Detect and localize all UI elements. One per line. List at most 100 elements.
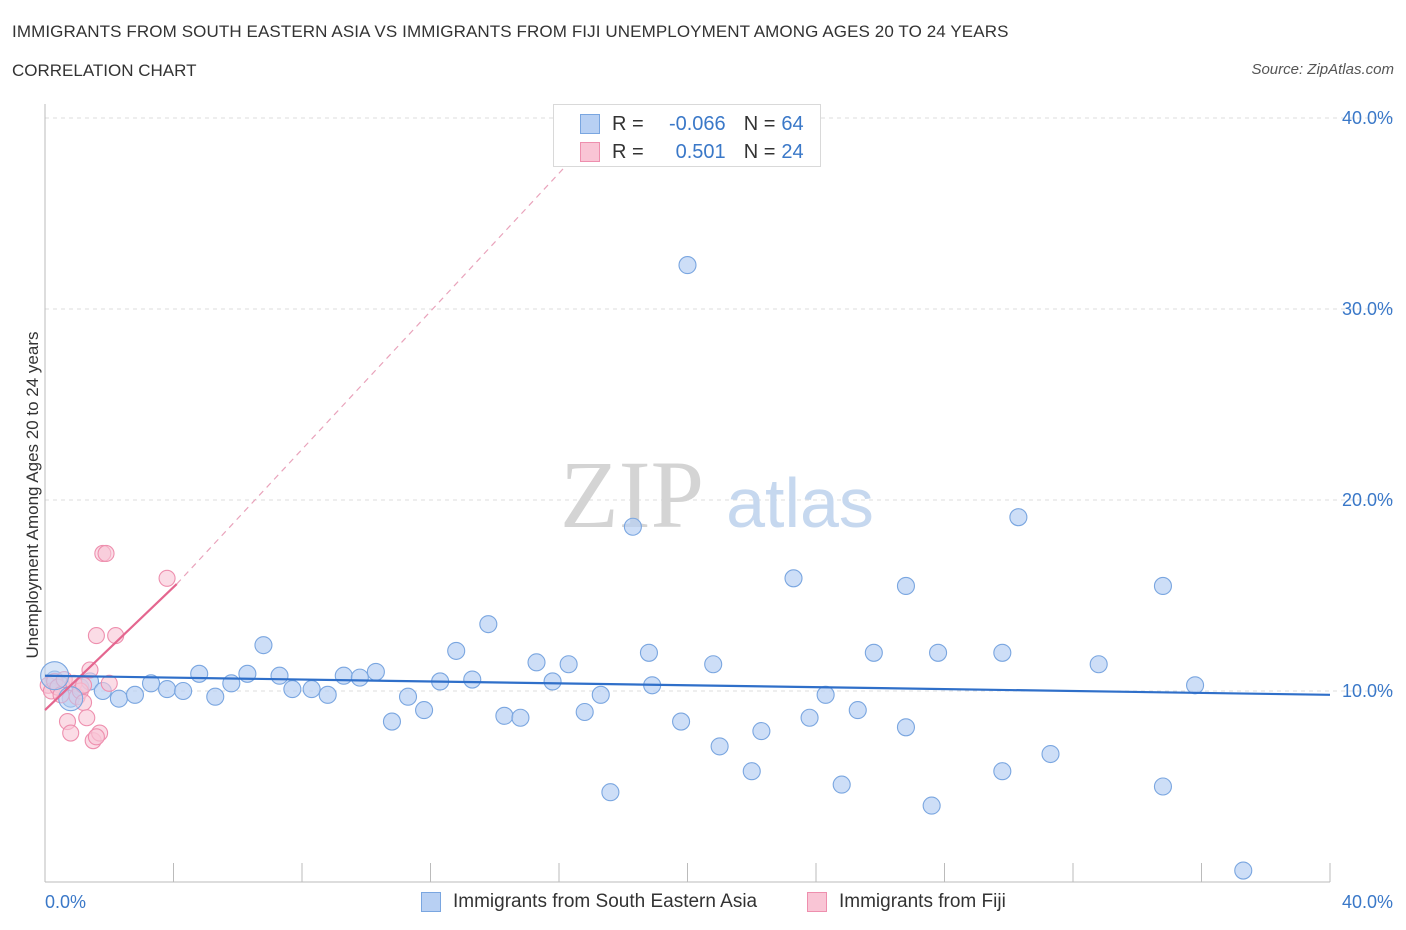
- blue-point: [302, 680, 321, 699]
- blue-point: [382, 712, 402, 731]
- blue-point: [993, 643, 1012, 662]
- pink-trend-extension: [176, 117, 611, 585]
- pink-point: [62, 724, 80, 742]
- legend-row-blue: R = -0.066 N = 64: [580, 111, 804, 137]
- x-tick-label: 0.0%: [45, 892, 86, 912]
- blue-point: [623, 517, 642, 536]
- blue-point: [601, 783, 620, 802]
- stats-legend: R = -0.066 N = 64 R = 0.501 N = 24: [553, 104, 821, 167]
- blue-point: [678, 256, 697, 275]
- watermark: ZIP atlas: [560, 441, 874, 548]
- legend-r-label: R =: [612, 140, 644, 163]
- blue-point: [109, 689, 128, 708]
- legend-n-label: N =: [743, 112, 776, 135]
- y-tick-label: 30.0%: [1342, 299, 1393, 319]
- legend-swatch-pink: [580, 142, 600, 162]
- pink-point: [87, 728, 105, 746]
- tick-labels: 10.0% 20.0% 30.0% 40.0% 0.0% 40.0%: [45, 108, 1393, 912]
- blue-point: [463, 670, 482, 689]
- blue-point: [704, 655, 723, 674]
- blue-trend-line: [44, 674, 1331, 696]
- blue-point: [495, 706, 514, 725]
- blue-point: [929, 643, 948, 662]
- blue-point: [1153, 777, 1172, 796]
- blue-point: [575, 702, 594, 722]
- blue-point: [527, 653, 546, 672]
- blue-point: [158, 680, 177, 699]
- bottom-legend-swatch-pink: [807, 892, 827, 912]
- pink-point: [81, 661, 99, 679]
- grid-lines: [45, 117, 1395, 692]
- pink-trend-line: [44, 583, 178, 711]
- blue-point: [800, 708, 819, 727]
- blue-point: [639, 643, 659, 662]
- blue-point: [254, 636, 273, 655]
- trend-lines: [176, 117, 611, 585]
- y-axis-title: Unemployment Among Ages 20 to 24 years: [23, 332, 42, 659]
- pink-point: [78, 709, 96, 727]
- y-tick-label: 40.0%: [1342, 108, 1393, 128]
- legend-swatch-blue: [580, 114, 600, 134]
- blue-point: [1009, 508, 1028, 527]
- blue-point: [993, 762, 1012, 781]
- blue-point: [318, 685, 337, 704]
- watermark-atlas: atlas: [726, 464, 874, 542]
- blue-point: [366, 662, 385, 681]
- legend-r-value: -0.066: [668, 112, 726, 135]
- series-points: [39, 256, 1331, 880]
- y-tick-label: 10.0%: [1342, 681, 1393, 701]
- legend-row-pink: R = 0.501 N = 24: [580, 139, 804, 165]
- pink-point: [97, 544, 115, 563]
- blue-point: [206, 687, 225, 706]
- bottom-legend-swatch-blue: [421, 892, 441, 912]
- blue-point: [784, 569, 803, 588]
- blue-point: [864, 643, 883, 662]
- blue-point: [398, 687, 418, 706]
- blue-point: [479, 615, 498, 634]
- blue-point: [270, 666, 289, 685]
- bottom-legend-item-blue: Immigrants from South Eastern Asia: [421, 889, 757, 915]
- blue-point: [447, 641, 466, 660]
- blue-point: [896, 718, 916, 737]
- blue-point: [1234, 861, 1253, 880]
- x-tick-label: 40.0%: [1342, 892, 1393, 912]
- blue-point: [1041, 744, 1060, 764]
- blue-point: [672, 712, 691, 731]
- blue-point: [848, 701, 867, 720]
- blue-point: [58, 686, 84, 712]
- source-label: Source: ZipAtlas.com: [1251, 61, 1394, 78]
- legend-r-label: R =: [612, 112, 644, 135]
- chart-subtitle: CORRELATION CHART: [12, 61, 197, 80]
- bottom-legend-item-pink: Immigrants from Fiji: [807, 889, 1006, 915]
- chart-title: IMMIGRANTS FROM SOUTH EASTERN ASIA VS IM…: [12, 22, 1009, 41]
- blue-point: [141, 674, 161, 693]
- blue-point: [559, 655, 578, 674]
- legend-r-value: 0.501: [675, 140, 726, 163]
- blue-point: [1089, 655, 1108, 674]
- pink-point: [158, 569, 176, 587]
- pink-point: [87, 627, 105, 645]
- blue-point: [174, 681, 193, 701]
- blue-point: [415, 701, 434, 720]
- blue-point: [832, 775, 851, 794]
- y-tick-label: 20.0%: [1342, 490, 1393, 510]
- blue-point: [190, 664, 209, 683]
- bottom-legend-label-pink: Immigrants from Fiji: [839, 891, 1006, 912]
- blue-point: [742, 762, 761, 781]
- pink-point: [100, 674, 118, 692]
- blue-point: [922, 796, 941, 815]
- blue-point: [511, 708, 530, 727]
- blue-point: [710, 737, 729, 756]
- blue-point: [125, 685, 144, 704]
- legend-n-label: N =: [743, 140, 776, 163]
- blue-point: [816, 685, 835, 704]
- blue-point: [896, 576, 916, 596]
- legend-n-value: 24: [781, 140, 804, 163]
- blue-point: [350, 668, 369, 687]
- legend-n-value: 64: [781, 112, 804, 135]
- blue-point: [752, 722, 771, 741]
- blue-point: [543, 672, 562, 691]
- blue-point: [1186, 676, 1205, 695]
- blue-point: [283, 680, 302, 699]
